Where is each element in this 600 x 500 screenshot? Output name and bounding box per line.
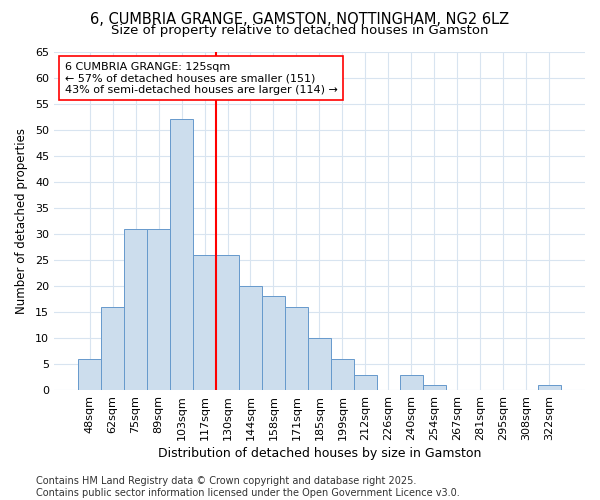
Bar [285, 307, 308, 390]
Bar [239, 286, 262, 390]
Bar [400, 374, 423, 390]
Text: Contains HM Land Registry data © Crown copyright and database right 2025.
Contai: Contains HM Land Registry data © Crown c… [36, 476, 460, 498]
Bar [78, 359, 101, 390]
Bar [331, 359, 354, 390]
Bar [147, 228, 170, 390]
X-axis label: Distribution of detached houses by size in Gamston: Distribution of detached houses by size … [158, 447, 481, 460]
Bar [262, 296, 285, 390]
Bar [308, 338, 331, 390]
Text: Size of property relative to detached houses in Gamston: Size of property relative to detached ho… [111, 24, 489, 37]
Text: 6, CUMBRIA GRANGE, GAMSTON, NOTTINGHAM, NG2 6LZ: 6, CUMBRIA GRANGE, GAMSTON, NOTTINGHAM, … [91, 12, 509, 28]
Bar [124, 228, 147, 390]
Bar [538, 385, 561, 390]
Y-axis label: Number of detached properties: Number of detached properties [15, 128, 28, 314]
Text: 6 CUMBRIA GRANGE: 125sqm
← 57% of detached houses are smaller (151)
43% of semi-: 6 CUMBRIA GRANGE: 125sqm ← 57% of detach… [65, 62, 337, 95]
Bar [216, 254, 239, 390]
Bar [170, 119, 193, 390]
Bar [423, 385, 446, 390]
Bar [101, 307, 124, 390]
Bar [354, 374, 377, 390]
Bar [193, 254, 216, 390]
